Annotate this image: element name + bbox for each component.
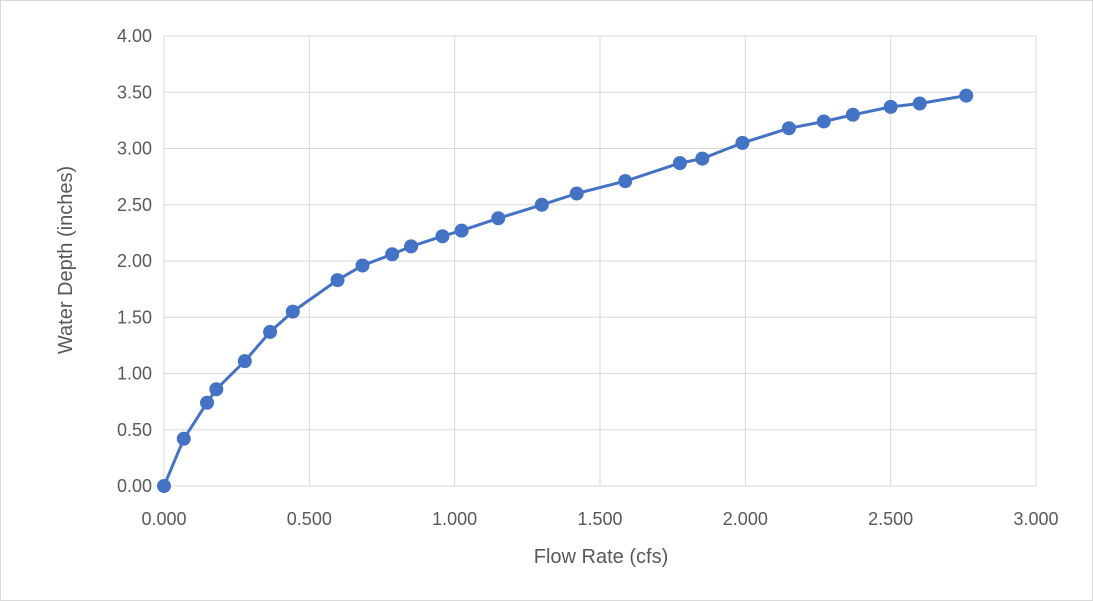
y-tick-label: 1.00 bbox=[117, 364, 152, 384]
data-point bbox=[454, 223, 469, 238]
data-point bbox=[157, 479, 171, 493]
y-tick-label: 4.00 bbox=[117, 26, 152, 46]
data-point bbox=[569, 186, 584, 201]
x-tick-label: 0.500 bbox=[287, 509, 332, 529]
data-point bbox=[237, 354, 252, 369]
data-point bbox=[883, 99, 898, 114]
data-point bbox=[209, 382, 224, 397]
data-point bbox=[695, 151, 710, 166]
series bbox=[157, 88, 974, 493]
y-tick-label: 3.50 bbox=[117, 82, 152, 102]
x-tick-label: 1.000 bbox=[432, 509, 477, 529]
x-tick-label: 2.500 bbox=[868, 509, 913, 529]
series-line bbox=[162, 94, 967, 487]
y-axis-title: Water Depth (inches) bbox=[55, 166, 77, 354]
y-tick-label: 2.50 bbox=[117, 195, 152, 215]
grid bbox=[163, 35, 1037, 487]
data-point bbox=[959, 88, 974, 103]
data-point bbox=[618, 174, 633, 189]
x-tick-label: 1.500 bbox=[577, 509, 622, 529]
data-point bbox=[263, 324, 278, 339]
x-tick-label: 0.000 bbox=[141, 509, 186, 529]
y-tick-label: 3.00 bbox=[117, 139, 152, 159]
data-point bbox=[355, 258, 370, 273]
x-tick-label: 3.000 bbox=[1013, 509, 1058, 529]
x-axis-ticks: 0.000 0.500 1.000 1.500 2.000 2.500 3.000 bbox=[141, 509, 1058, 529]
data-point bbox=[845, 107, 860, 122]
data-point bbox=[330, 273, 345, 288]
data-point bbox=[735, 135, 750, 150]
y-tick-label: 2.00 bbox=[117, 251, 152, 271]
data-point bbox=[672, 156, 687, 171]
data-point bbox=[285, 304, 300, 319]
x-tick-label: 2.000 bbox=[723, 509, 768, 529]
data-point bbox=[176, 431, 191, 446]
data-point bbox=[534, 197, 549, 212]
y-tick-label: 0.00 bbox=[117, 476, 152, 496]
data-point bbox=[404, 239, 419, 254]
data-point bbox=[385, 247, 400, 262]
y-tick-label: 0.50 bbox=[117, 420, 152, 440]
data-point bbox=[200, 395, 215, 410]
y-axis-ticks: 0.00 0.50 1.00 1.50 2.00 2.50 3.00 3.50 4.00 bbox=[117, 26, 152, 496]
data-point bbox=[491, 211, 506, 226]
data-point bbox=[816, 114, 831, 129]
data-point bbox=[912, 96, 927, 111]
x-axis-title: Flow Rate (cfs) bbox=[534, 546, 668, 568]
y-tick-label: 1.50 bbox=[117, 307, 152, 327]
data-point bbox=[781, 121, 796, 136]
data-point bbox=[435, 229, 450, 244]
